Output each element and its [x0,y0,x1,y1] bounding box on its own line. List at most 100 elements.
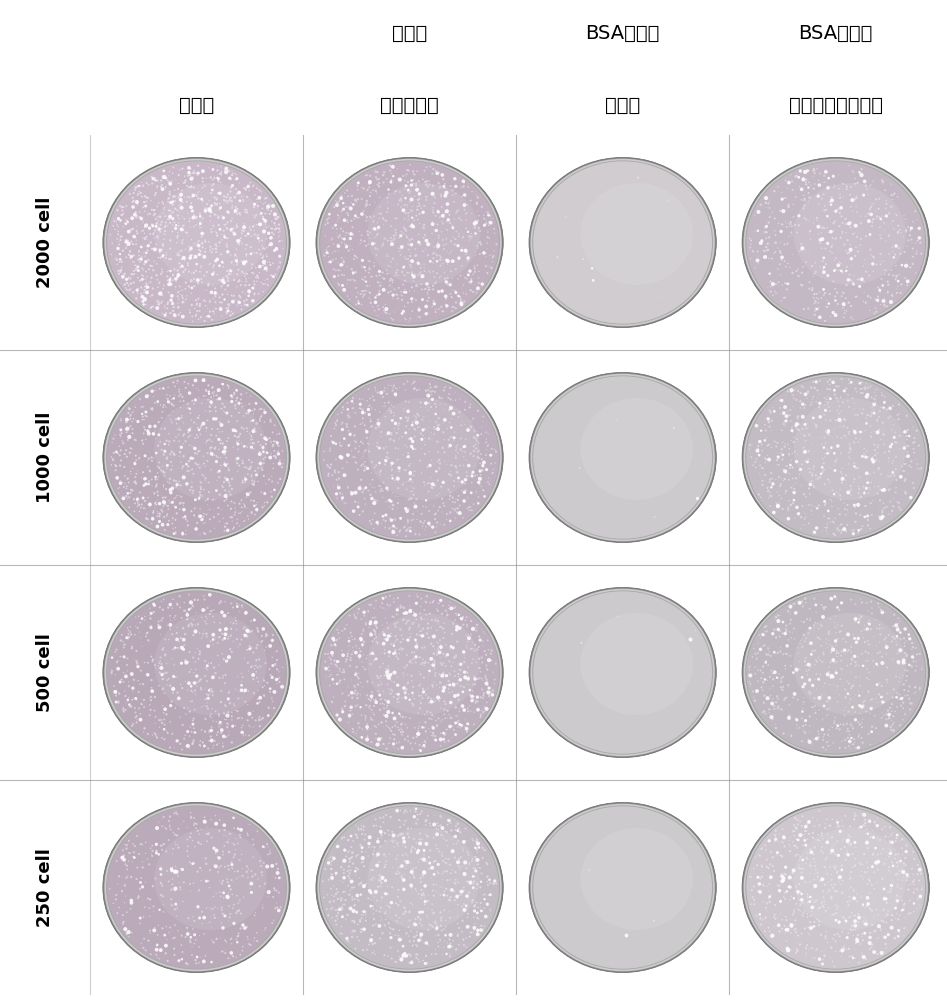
Point [443,203,458,219]
Point [223,213,239,229]
Point [382,644,397,660]
Point [272,870,287,886]
Point [821,664,836,680]
Point [255,250,270,266]
Point [760,657,776,673]
Point [858,865,873,881]
Point [765,400,780,416]
Point [271,229,286,245]
Circle shape [794,613,906,715]
Point [795,669,810,685]
Point [398,847,413,863]
Point [337,431,352,447]
Point [407,644,422,660]
Point [191,242,206,258]
Point [229,434,244,450]
Point [226,288,241,304]
Point [152,506,168,522]
Point [153,421,169,437]
Point [789,475,804,491]
Point [456,439,471,455]
Point [217,822,232,838]
Point [795,171,811,187]
Point [180,926,195,942]
Point [820,268,835,284]
Point [161,202,176,218]
Point [226,820,241,836]
Point [112,686,127,702]
Point [390,488,405,504]
Point [853,385,868,401]
Point [900,432,915,448]
Point [874,385,889,401]
Point [346,400,361,416]
Point [262,450,277,466]
Point [177,253,192,269]
Point [194,630,209,646]
Point [227,863,242,879]
Point [257,254,272,270]
Point [765,858,780,874]
Point [857,485,872,501]
Point [387,183,402,199]
Point [247,473,262,489]
Point [174,489,189,505]
Point [152,496,168,512]
Point [199,420,214,436]
Point [790,499,805,515]
Point [475,672,491,688]
Point [884,881,899,897]
Point [752,906,767,922]
Point [402,265,417,281]
Point [153,887,169,903]
Point [407,266,422,282]
Point [220,828,235,844]
Point [201,276,216,292]
Point [869,208,884,224]
Point [448,447,463,463]
Point [368,618,384,634]
Point [243,432,259,448]
Point [888,258,903,274]
Point [759,224,775,240]
Point [124,639,139,655]
Point [855,735,870,751]
Point [834,460,849,476]
Circle shape [105,805,288,970]
Point [890,879,905,895]
Point [239,273,254,289]
Point [430,240,445,256]
Point [386,609,402,625]
Point [232,294,247,310]
Point [824,189,839,205]
Point [384,271,399,287]
Point [190,834,205,850]
Point [844,730,859,746]
Point [798,386,813,402]
Point [478,670,493,686]
Point [795,409,811,425]
Point [420,708,435,724]
Point [356,283,371,299]
Point [163,241,178,257]
Point [818,422,833,438]
Point [448,864,463,880]
Point [875,821,890,837]
Point [848,176,863,192]
Point [334,405,349,421]
Point [111,485,126,501]
Point [815,831,831,847]
Point [177,174,192,190]
Point [381,377,396,393]
Point [218,621,233,637]
Point [746,861,761,877]
Point [440,196,456,212]
Point [244,710,259,726]
Point [833,389,849,405]
Point [802,686,817,702]
Point [487,442,502,458]
Point [141,857,156,873]
Point [843,237,858,253]
Point [856,910,871,926]
Point [386,228,402,244]
